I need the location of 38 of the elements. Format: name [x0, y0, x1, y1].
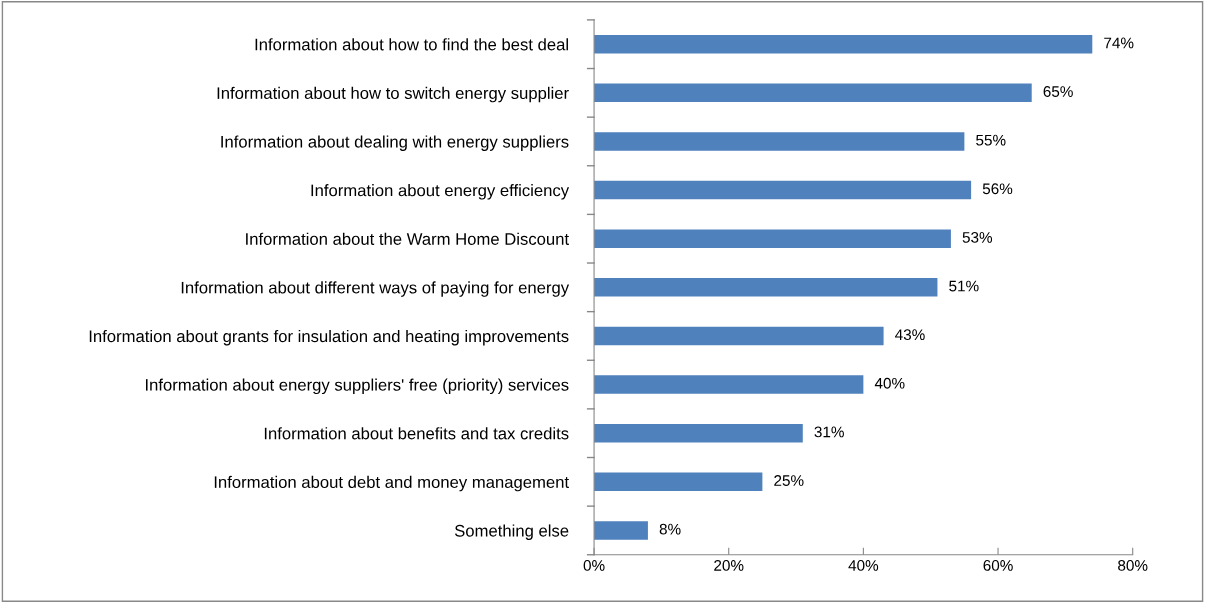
bar [594, 83, 1032, 103]
y-tick-label: Something else [454, 524, 569, 540]
y-tick-label: Information about the Warm Home Discount [246, 232, 569, 245]
bar [594, 132, 965, 151]
data-label: 31% [814, 426, 844, 438]
bar [594, 423, 803, 443]
data-label: 40% [874, 377, 905, 389]
data-label: 8% [659, 523, 681, 535]
data-label: 55% [976, 134, 1006, 146]
bar [594, 521, 648, 540]
data-label: 51% [949, 280, 979, 292]
data-label: 74% [1104, 37, 1134, 49]
data-label: 25% [774, 475, 804, 486]
y-tick-label: Information about how to find the best deal [255, 38, 568, 51]
y-tick-label: Information about how to switch energy supplier [217, 86, 569, 103]
bar [594, 229, 951, 248]
bar [594, 34, 1093, 54]
x-tick-label: 40% [848, 560, 879, 571]
bar [594, 180, 972, 200]
x-tick-label: 0% [583, 560, 605, 571]
y-tick-label: Information about debt and money management [214, 475, 569, 492]
bar [594, 326, 884, 346]
y-tick-label: Information about benefits and tax credits [264, 427, 569, 440]
bar [594, 375, 864, 394]
x-tick-label: 80% [1118, 560, 1148, 571]
data-label: 53% [962, 231, 993, 243]
x-tick-label: 60% [983, 560, 1013, 571]
x-tick-label: 20% [714, 560, 744, 571]
bar [594, 472, 763, 492]
data-label: 43% [895, 329, 925, 341]
y-tick-label: Information about different ways of paying for energy [181, 281, 570, 297]
y-tick-label: Information about dealing with energy suppliers [221, 135, 569, 151]
data-label: 56% [982, 183, 1013, 195]
y-tick-label: Information about grants for insulation and heating improvements [89, 329, 569, 346]
data-label: 65% [1043, 86, 1073, 97]
y-tick-label: Information about energy efficiency [311, 184, 570, 200]
bar [594, 278, 938, 297]
y-tick-label: Information about energy suppliers' free (priority) services [145, 378, 569, 395]
